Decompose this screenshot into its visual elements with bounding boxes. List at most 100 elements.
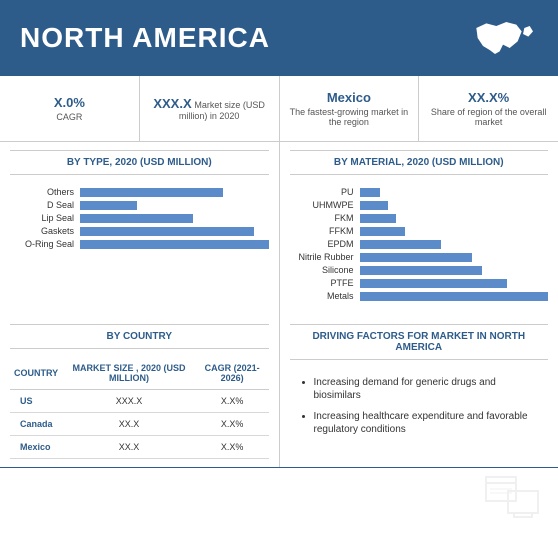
bar-track: [80, 227, 269, 236]
bar-row: D Seal: [10, 200, 269, 210]
bar-label: Silicone: [290, 265, 360, 275]
bar-track: [360, 227, 549, 236]
bar-track: [360, 201, 549, 210]
table-cell: Canada: [10, 413, 62, 436]
table-row: CanadaXX.XX.X%: [10, 413, 269, 436]
region-title: NORTH AMERICA: [20, 22, 270, 54]
country-table: COUNTRYMARKET SIZE , 2020 (USD MILLION)C…: [10, 357, 269, 459]
bar-fill: [360, 201, 389, 210]
table-cell: X.X%: [196, 436, 269, 459]
charts-row: BY TYPE, 2020 (USD MILLION) Others D Seal…: [0, 142, 558, 316]
kpi-label: CAGR: [8, 112, 131, 122]
bar-row: PTFE: [290, 278, 549, 288]
kpi-value: X.0%: [8, 95, 131, 110]
bar-label: Metals: [290, 291, 360, 301]
bar-row: O-Ring Seal: [10, 239, 269, 249]
bar-fill: [360, 227, 405, 236]
bar-label: D Seal: [10, 200, 80, 210]
kpi-label: Market size (USD million) in 2020: [179, 100, 265, 121]
bar-fill: [80, 214, 193, 223]
bar-fill: [360, 279, 508, 288]
table-cell: Mexico: [10, 436, 62, 459]
table-header: CAGR (2021-2026): [196, 357, 269, 390]
kpi-row: X.0% CAGR XXX.X Market size (USD million…: [0, 76, 558, 142]
section-title: DRIVING FACTORS FOR MARKET IN NORTH AMER…: [290, 324, 549, 360]
bar-track: [360, 292, 549, 301]
table-row: USXXX.XX.X%: [10, 390, 269, 413]
table-header: MARKET SIZE , 2020 (USD MILLION): [62, 357, 196, 390]
bar-row: Lip Seal: [10, 213, 269, 223]
table-cell: X.X%: [196, 390, 269, 413]
bar-label: PU: [290, 187, 360, 197]
bar-fill: [360, 214, 397, 223]
bar-row: FKM: [290, 213, 549, 223]
bar-row: EPDM: [290, 239, 549, 249]
bottom-row: BY COUNTRY COUNTRYMARKET SIZE , 2020 (US…: [0, 316, 558, 467]
country-table-section: BY COUNTRY COUNTRYMARKET SIZE , 2020 (US…: [0, 316, 279, 467]
bar-fill: [80, 227, 254, 236]
bar-track: [80, 214, 269, 223]
watermark-icon: [484, 469, 544, 519]
bar-fill: [80, 201, 137, 210]
header-banner: NORTH AMERICA: [0, 0, 558, 76]
bar-fill: [360, 292, 549, 301]
bar-label: EPDM: [290, 239, 360, 249]
bar-fill: [360, 188, 380, 197]
bar-label: FFKM: [290, 226, 360, 236]
bar-label: Gaskets: [10, 226, 80, 236]
type-chart-section: BY TYPE, 2020 (USD MILLION) Others D Seal…: [0, 142, 279, 316]
bar-track: [80, 188, 269, 197]
bar-track: [80, 201, 269, 210]
bar-label: UHMWPE: [290, 200, 360, 210]
factors-list: Increasing demand for generic drugs and …: [290, 368, 549, 452]
kpi-label: The fastest-growing market in the region: [288, 107, 411, 127]
kpi-value: XXX.X: [153, 96, 191, 111]
kpi-value: Mexico: [288, 90, 411, 105]
bar-row: Gaskets: [10, 226, 269, 236]
material-chart-section: BY MATERIAL, 2020 (USD MILLION) PU UHMWPE…: [279, 142, 558, 316]
kpi-share: XX.X% Share of region of the overall mar…: [418, 76, 558, 141]
table-cell: X.X%: [196, 413, 269, 436]
bar-label: Others: [10, 187, 80, 197]
bar-fill: [80, 188, 223, 197]
factor-item: Increasing healthcare expenditure and fa…: [314, 410, 543, 436]
bar-track: [80, 240, 269, 249]
bottom-divider: [0, 467, 558, 468]
type-chart: Others D Seal Lip Seal Gaskets O-Ring Seal: [10, 183, 269, 256]
north-america-map-icon: [468, 18, 538, 58]
kpi-value: XX.X%: [427, 90, 550, 105]
bar-track: [360, 266, 549, 275]
bar-track: [360, 240, 549, 249]
material-chart: PU UHMWPE FKM FFKM EPDM Nitrile Rubber Silicon…: [290, 183, 549, 308]
bar-label: O-Ring Seal: [10, 239, 80, 249]
section-title: BY MATERIAL, 2020 (USD MILLION): [290, 150, 549, 175]
section-title: BY TYPE, 2020 (USD MILLION): [10, 150, 269, 175]
kpi-label: Share of region of the overall market: [427, 107, 550, 127]
kpi-cagr: X.0% CAGR: [0, 76, 139, 141]
bar-row: FFKM: [290, 226, 549, 236]
table-header: COUNTRY: [10, 357, 62, 390]
bar-fill: [360, 253, 473, 262]
kpi-market-size: XXX.X Market size (USD million) in 2020: [139, 76, 279, 141]
bar-track: [360, 253, 549, 262]
table-cell: XX.X: [62, 413, 196, 436]
bar-label: PTFE: [290, 278, 360, 288]
bar-label: FKM: [290, 213, 360, 223]
bar-label: Nitrile Rubber: [290, 252, 360, 262]
bar-track: [360, 279, 549, 288]
bar-track: [360, 214, 549, 223]
kpi-fastest-growing: Mexico The fastest-growing market in the…: [279, 76, 419, 141]
table-row: MexicoXX.XX.X%: [10, 436, 269, 459]
factor-item: Increasing demand for generic drugs and …: [314, 376, 543, 402]
factors-section: DRIVING FACTORS FOR MARKET IN NORTH AMER…: [279, 316, 558, 467]
bar-fill: [360, 266, 483, 275]
bar-label: Lip Seal: [10, 213, 80, 223]
bar-fill: [360, 240, 442, 249]
bar-row: UHMWPE: [290, 200, 549, 210]
table-cell: XX.X: [62, 436, 196, 459]
table-cell: XXX.X: [62, 390, 196, 413]
bar-row: Nitrile Rubber: [290, 252, 549, 262]
section-title: BY COUNTRY: [10, 324, 269, 349]
bar-track: [360, 188, 549, 197]
table-cell: US: [10, 390, 62, 413]
